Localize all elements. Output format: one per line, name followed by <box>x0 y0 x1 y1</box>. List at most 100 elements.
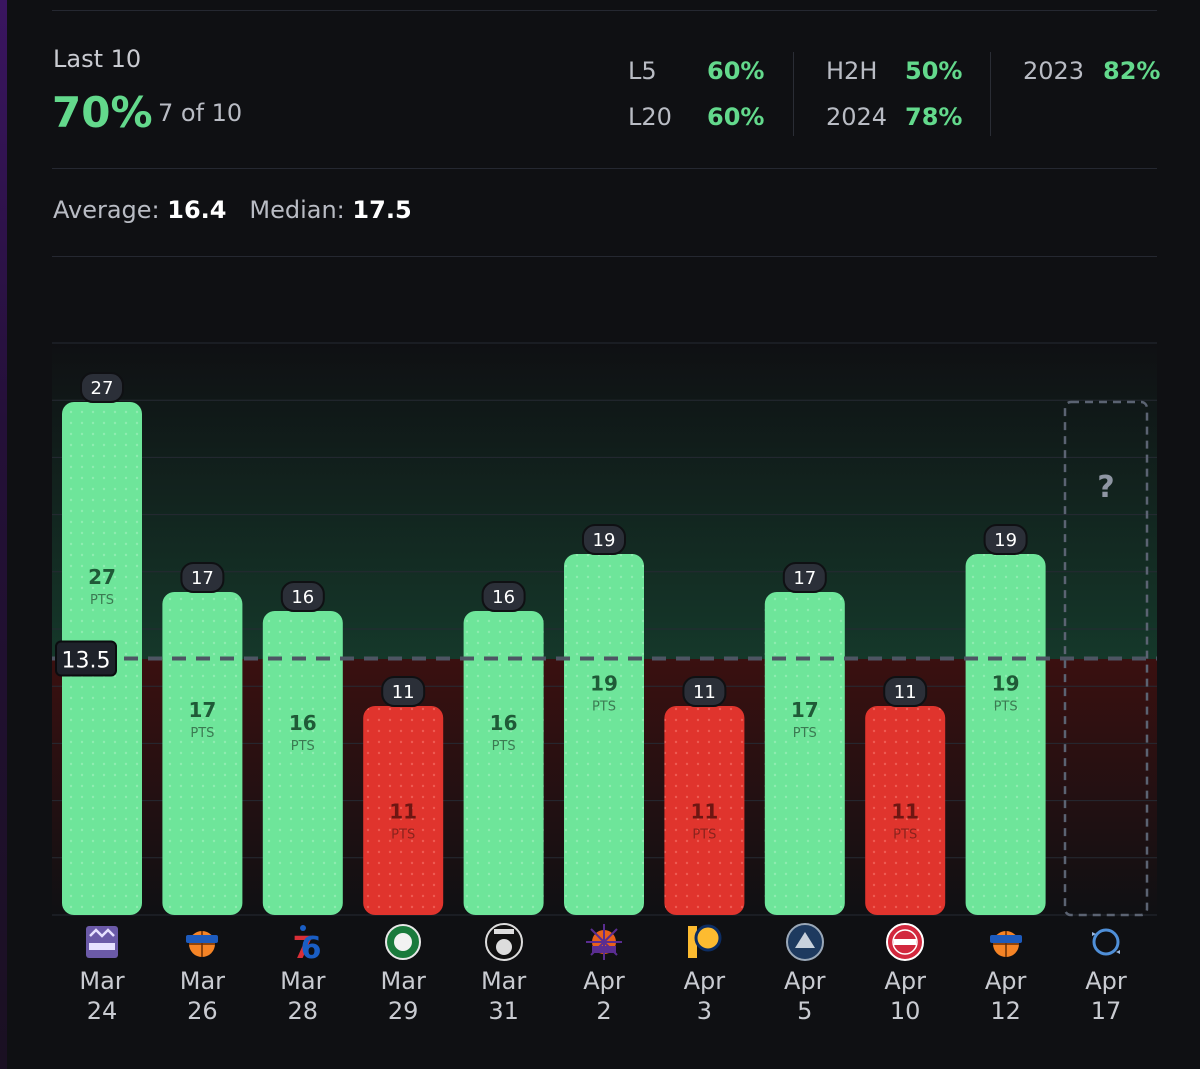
suns-logo-icon <box>582 920 626 964</box>
kings-logo-icon <box>80 920 124 964</box>
svg-text:7: 7 <box>292 931 313 964</box>
bar-inner-value: 27 <box>88 565 116 589</box>
threshold-badge <box>55 640 117 677</box>
value-label: 11 <box>392 682 415 703</box>
bar-unit-label: PTS <box>793 726 817 741</box>
timberwolves-logo-icon <box>783 920 827 964</box>
value-pill <box>983 524 1028 555</box>
value-pill <box>582 524 626 555</box>
stat-label: H2H <box>826 57 878 85</box>
bar-inner-value: 11 <box>690 800 718 824</box>
value-label: 17 <box>191 568 214 589</box>
value-pill <box>280 581 325 612</box>
value-label: 11 <box>693 682 716 703</box>
bar-unit-label: PTS <box>692 828 716 843</box>
value-pill <box>80 372 124 403</box>
stat-value: 60% <box>707 57 765 85</box>
upcoming-game-placeholder <box>1063 400 1149 917</box>
bar-inner-value: 11 <box>389 800 417 824</box>
median-value: 17.5 <box>352 196 412 224</box>
value-label: 19 <box>994 530 1017 551</box>
value-label: 19 <box>593 530 616 551</box>
x-tick-label: Mar 31 <box>480 967 527 1025</box>
bar-unit-label: PTS <box>492 739 516 754</box>
bar-texture <box>363 706 444 915</box>
value-label: 27 <box>91 378 114 399</box>
stat-label: 2024 <box>826 103 888 131</box>
bar-texture <box>463 611 544 915</box>
knicks-logo-icon <box>180 920 224 964</box>
bar-inner-value: 11 <box>891 800 919 824</box>
stat-value: 50% <box>905 57 963 85</box>
bar-inner-value: 19 <box>992 671 1020 695</box>
x-tick-label: Apr 2 <box>583 967 625 1025</box>
bar-unit-label: PTS <box>592 699 616 714</box>
value-pill <box>381 676 426 707</box>
bar-texture <box>965 554 1046 915</box>
pistons-logo-icon <box>883 920 927 964</box>
bar-inner-value: 16 <box>490 711 518 735</box>
nets-logo-icon <box>482 920 526 964</box>
stat-label: L20 <box>628 103 672 131</box>
value-pill <box>682 676 727 707</box>
threshold-value: 13.5 <box>62 649 111 674</box>
value-label: 16 <box>291 587 314 608</box>
value-pill <box>782 562 827 593</box>
celtics-logo-icon <box>381 920 425 964</box>
bar-inner-value: 19 <box>590 671 618 695</box>
window-accent-bar <box>0 0 7 1069</box>
divider <box>793 52 794 136</box>
bar-unit-label: PTS <box>994 699 1018 714</box>
average-label: Average: <box>53 196 160 224</box>
bar-unit-label: PTS <box>893 828 917 843</box>
value-label: 17 <box>793 568 816 589</box>
hit-rate-percent: 70% <box>52 88 153 137</box>
x-tick-label: Apr 5 <box>784 967 826 1025</box>
x-tick-label: Apr 17 <box>1085 967 1127 1025</box>
bar-unit-label: PTS <box>190 726 214 741</box>
bar-texture <box>664 706 745 915</box>
bar-texture <box>865 706 946 915</box>
divider <box>52 168 1157 169</box>
average-value: 16.4 <box>167 196 227 224</box>
x-tick-label: Mar 28 <box>280 967 326 1025</box>
magic-logo-icon <box>1084 920 1128 964</box>
upcoming-game-label: ? <box>1097 470 1114 505</box>
value-label: 16 <box>492 587 515 608</box>
stat-value: 60% <box>707 103 765 131</box>
value-pill <box>481 581 526 612</box>
x-tick-label: Mar 24 <box>79 967 125 1025</box>
stat-value: 78% <box>905 103 963 131</box>
bar-unit-label: PTS <box>291 739 315 754</box>
x-tick-label: Apr 10 <box>884 967 926 1025</box>
bar-inner-value: 16 <box>289 711 317 735</box>
bar-texture <box>564 554 644 915</box>
x-tick-label: Apr 12 <box>984 967 1027 1025</box>
threshold-line: 13.5 <box>52 640 1157 677</box>
bar-unit-label: PTS <box>90 593 114 608</box>
pacers-logo-icon <box>682 920 726 964</box>
stat-label: 2023 <box>1023 57 1085 85</box>
bars: 27 27 PTS 17 17 PTS 16 16 PTS 11 11 PTS 16 16 PTS 19 19 P… <box>62 372 1149 917</box>
bar-texture <box>162 592 243 915</box>
value-pill <box>883 676 928 707</box>
knicks-logo-icon <box>984 920 1028 964</box>
value-pill <box>180 562 225 593</box>
stat-value: 82% <box>1103 57 1161 85</box>
x-tick-label: Mar 29 <box>380 967 426 1025</box>
bar-texture <box>262 611 343 915</box>
bar-inner-value: 17 <box>188 698 216 722</box>
bar-texture <box>764 592 845 915</box>
bar-unit-label: PTS <box>391 828 415 843</box>
split-title: Last 10 <box>53 45 142 73</box>
divider <box>990 52 991 136</box>
divider <box>52 256 1157 257</box>
x-tick-label: Apr 3 <box>683 967 726 1025</box>
bar-inner-value: 17 <box>791 698 819 722</box>
x-tick-label: Mar 26 <box>179 967 226 1025</box>
median-label: Median: <box>249 196 345 224</box>
divider <box>52 10 1157 11</box>
stat-label: L5 <box>628 57 657 85</box>
